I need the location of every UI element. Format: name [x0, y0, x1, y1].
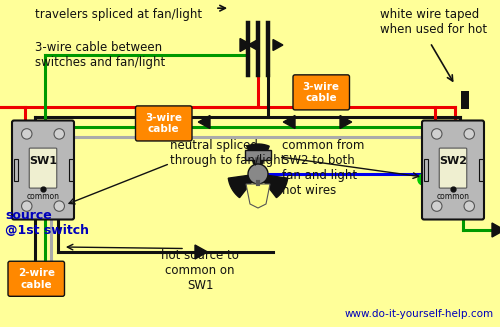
Polygon shape: [284, 115, 295, 129]
Polygon shape: [195, 245, 207, 259]
FancyBboxPatch shape: [293, 75, 350, 110]
Text: 3-wire
cable: 3-wire cable: [145, 112, 182, 134]
Polygon shape: [240, 39, 252, 51]
Text: SW1: SW1: [29, 156, 57, 165]
Text: 2-wire
cable: 2-wire cable: [18, 268, 55, 290]
Circle shape: [54, 201, 64, 211]
Polygon shape: [492, 223, 500, 237]
Text: common from
SW2 to both
fan and light
hot wires: common from SW2 to both fan and light ho…: [282, 139, 365, 197]
Polygon shape: [247, 144, 269, 166]
FancyBboxPatch shape: [424, 159, 428, 181]
FancyBboxPatch shape: [14, 159, 18, 181]
Circle shape: [464, 129, 474, 139]
Text: 3-wire cable between
switches and fan/light: 3-wire cable between switches and fan/li…: [35, 41, 165, 69]
Text: SW2: SW2: [439, 156, 467, 165]
Polygon shape: [340, 115, 351, 129]
FancyBboxPatch shape: [12, 121, 74, 219]
Circle shape: [22, 201, 32, 211]
FancyBboxPatch shape: [422, 121, 484, 219]
Circle shape: [432, 129, 442, 139]
Polygon shape: [273, 40, 283, 50]
Text: white wire taped
when used for hot: white wire taped when used for hot: [380, 8, 487, 36]
Circle shape: [54, 129, 64, 139]
Text: travelers spliced at fan/light: travelers spliced at fan/light: [35, 8, 202, 21]
Text: hot source to
common on
SW1: hot source to common on SW1: [161, 249, 239, 291]
FancyBboxPatch shape: [8, 261, 64, 296]
Text: 3-wire
cable: 3-wire cable: [303, 81, 340, 103]
FancyBboxPatch shape: [69, 159, 73, 181]
Text: common: common: [436, 192, 470, 201]
Polygon shape: [248, 40, 258, 50]
Circle shape: [22, 129, 32, 139]
FancyBboxPatch shape: [479, 159, 483, 181]
Polygon shape: [263, 175, 287, 198]
Circle shape: [464, 201, 474, 211]
Polygon shape: [228, 175, 253, 198]
Polygon shape: [246, 184, 270, 208]
Polygon shape: [198, 115, 210, 129]
Text: common: common: [26, 192, 60, 201]
FancyBboxPatch shape: [245, 150, 271, 160]
FancyBboxPatch shape: [136, 106, 192, 141]
Text: www.do-it-yourself-help.com: www.do-it-yourself-help.com: [345, 309, 494, 319]
FancyBboxPatch shape: [29, 148, 57, 188]
Polygon shape: [178, 115, 190, 129]
FancyBboxPatch shape: [461, 91, 469, 109]
Circle shape: [432, 201, 442, 211]
Text: neutral spliced
through to fan/light: neutral spliced through to fan/light: [170, 139, 285, 167]
FancyBboxPatch shape: [439, 148, 467, 188]
Circle shape: [248, 164, 268, 184]
Text: source
@1st switch: source @1st switch: [5, 209, 89, 237]
